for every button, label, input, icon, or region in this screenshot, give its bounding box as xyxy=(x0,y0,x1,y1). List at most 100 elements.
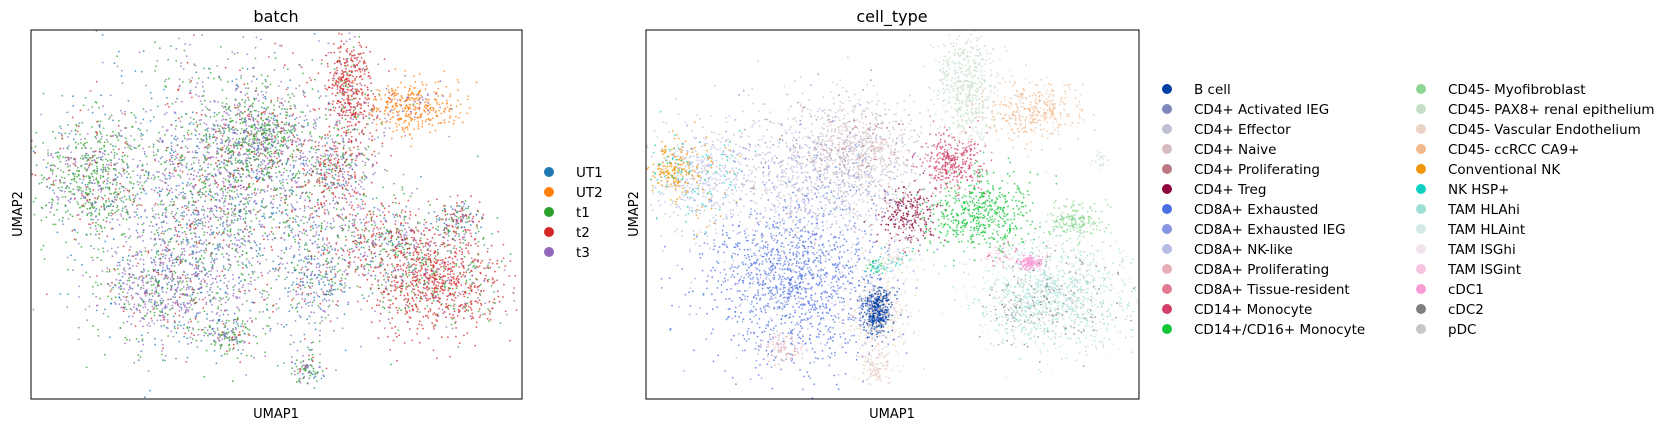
batch-point xyxy=(441,218,444,221)
batch-point xyxy=(458,235,460,238)
batch-point xyxy=(429,103,431,106)
batch-point xyxy=(443,285,446,288)
batch-point xyxy=(273,187,276,190)
batch-point xyxy=(142,118,145,121)
batch-point xyxy=(341,69,343,72)
batch-point xyxy=(90,218,92,221)
batch-point xyxy=(411,117,414,120)
batch-point xyxy=(171,149,173,152)
batch-point xyxy=(195,339,198,342)
batch-point xyxy=(366,157,368,160)
batch-point xyxy=(344,285,347,287)
batch-point xyxy=(395,122,397,125)
batch-point xyxy=(175,357,177,360)
batch-point xyxy=(32,150,35,152)
batch-point xyxy=(243,101,246,104)
batch-point xyxy=(266,148,269,151)
batch-point xyxy=(470,283,473,286)
batch-point xyxy=(244,228,246,231)
batch-point xyxy=(142,50,145,53)
batch-point xyxy=(312,235,315,238)
batch-point xyxy=(74,173,76,176)
batch-point xyxy=(247,109,250,112)
batch-point xyxy=(107,170,110,173)
batch-point xyxy=(87,154,90,157)
batch-point xyxy=(162,238,164,241)
batch-point xyxy=(98,106,100,109)
batch-point xyxy=(153,154,155,157)
batch-point xyxy=(88,223,90,226)
batch-point xyxy=(132,170,135,173)
batch-point xyxy=(142,299,144,302)
batch-point xyxy=(207,334,209,337)
batch-point xyxy=(266,303,268,306)
batch-point xyxy=(175,331,178,334)
batch-point xyxy=(141,275,144,277)
batch-point xyxy=(200,113,203,116)
batch-point xyxy=(320,226,323,229)
batch-point xyxy=(252,102,254,105)
batch-point xyxy=(407,115,410,118)
batch-point xyxy=(205,141,208,143)
batch-point xyxy=(470,308,473,311)
batch-point xyxy=(343,131,345,134)
batch-point xyxy=(268,176,271,178)
batch-point xyxy=(303,169,306,171)
batch-point xyxy=(327,164,330,167)
batch-point xyxy=(286,108,288,111)
batch-point xyxy=(174,258,176,261)
batch-point xyxy=(283,198,286,201)
batch-point xyxy=(342,99,345,101)
batch-point xyxy=(349,256,351,259)
batch-point xyxy=(352,97,355,100)
batch-point xyxy=(296,310,299,313)
batch-point xyxy=(477,310,480,313)
batch-point xyxy=(232,152,235,155)
batch-point xyxy=(359,111,361,114)
batch-point xyxy=(424,292,427,294)
batch-point xyxy=(274,57,277,60)
batch-point xyxy=(472,266,475,268)
batch-point xyxy=(283,239,286,241)
batch-point xyxy=(188,151,191,153)
batch-point xyxy=(143,153,146,155)
batch-point xyxy=(61,134,63,137)
batch-point xyxy=(193,224,196,226)
batch-point xyxy=(214,139,217,142)
batch-point xyxy=(327,246,329,249)
batch-point xyxy=(293,266,296,269)
batch-point xyxy=(434,275,437,277)
batch-point xyxy=(276,149,278,151)
batch-point xyxy=(372,98,375,101)
batch-point xyxy=(426,268,429,271)
batch-point xyxy=(278,170,281,173)
batch-point xyxy=(276,157,278,160)
batch-point xyxy=(96,165,98,168)
batch-point xyxy=(200,339,203,342)
batch-point xyxy=(184,259,187,262)
batch-point xyxy=(413,288,416,291)
batch-point xyxy=(345,129,348,132)
batch-point xyxy=(365,65,368,68)
batch-point xyxy=(226,219,229,222)
batch-point xyxy=(307,181,310,184)
batch-point xyxy=(60,132,63,135)
batch-point xyxy=(74,229,76,232)
batch-point xyxy=(438,103,441,106)
batch-point xyxy=(240,144,243,147)
batch-point xyxy=(230,202,233,205)
batch-point xyxy=(280,143,283,146)
batch-point xyxy=(311,278,313,280)
batch-point xyxy=(52,199,54,202)
batch-point xyxy=(117,208,120,211)
batch-point xyxy=(354,163,356,165)
batch-point xyxy=(380,233,382,236)
batch-point xyxy=(287,291,289,294)
batch-point xyxy=(354,64,356,67)
batch-point xyxy=(277,123,280,125)
batch-point xyxy=(475,232,477,235)
batch-point xyxy=(357,121,360,123)
batch-point xyxy=(116,196,119,199)
batch-point xyxy=(286,276,288,279)
batch-point xyxy=(416,256,419,259)
